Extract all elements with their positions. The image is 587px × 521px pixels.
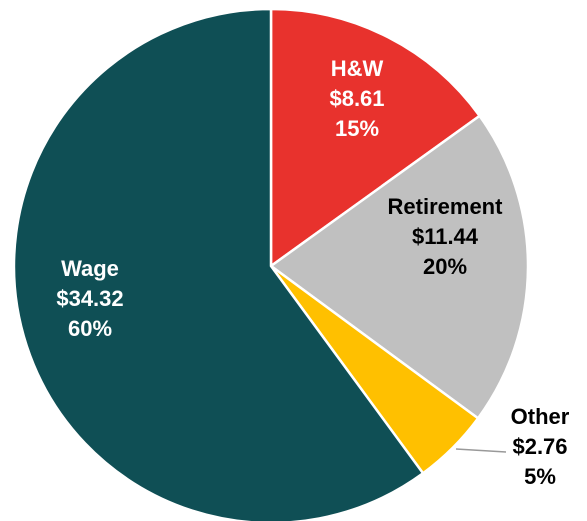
percent-label: 60%	[68, 316, 112, 341]
value-label: $34.32	[56, 286, 123, 311]
percent-label: 15%	[335, 116, 379, 141]
slice-label: Retirement	[388, 194, 504, 219]
percent-label: 5%	[524, 464, 556, 489]
value-label: $11.44	[412, 224, 479, 249]
percent-label: 20%	[423, 254, 467, 279]
slice-label: Wage	[61, 256, 119, 281]
pie-slice	[268, 114, 530, 421]
leader-line	[455, 448, 507, 453]
pie-slice	[269, 7, 482, 269]
pie-slice	[12, 7, 425, 521]
slice-label: H&W	[331, 56, 384, 81]
value-label: $8.61	[329, 86, 384, 111]
value-label: $2.76	[512, 434, 567, 459]
slice-label: Other	[511, 404, 570, 429]
